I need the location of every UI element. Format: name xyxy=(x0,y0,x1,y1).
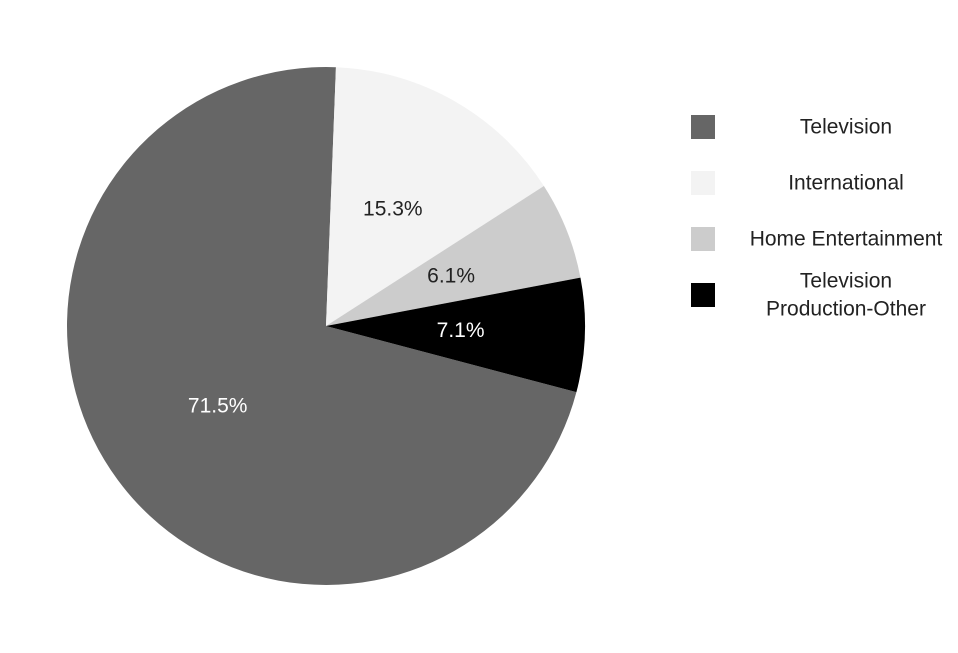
legend-swatch-television xyxy=(691,115,715,139)
pie-slice-home-entertainment xyxy=(326,186,581,326)
data-label-television-production-other: 7.1% xyxy=(437,319,485,342)
pie-slice-international xyxy=(326,67,544,326)
pie-slice-labels: 71.5% 15.3% 6.1% 7.1% xyxy=(188,198,485,418)
data-label-home-entertainment: 6.1% xyxy=(427,265,475,288)
legend-label-international: International xyxy=(788,172,904,195)
legend: Television International Home Entertainmen… xyxy=(691,115,942,321)
legend-swatch-international xyxy=(691,171,715,195)
legend-label-television-production-other-line-1: Television xyxy=(800,270,892,293)
pie-slice-television-production-other xyxy=(326,277,586,393)
data-label-international: 15.3% xyxy=(363,198,423,221)
data-label-television: 71.5% xyxy=(188,395,248,418)
legend-label-television: Television xyxy=(800,116,892,139)
legend-swatch-television-production-other xyxy=(691,283,715,307)
legend-label-television-production-other-line-2: Production-Other xyxy=(766,298,926,321)
legend-swatch-home-entertainment xyxy=(691,227,715,251)
legend-label-home-entertainment: Home Entertainment xyxy=(750,228,943,251)
pie-slice-television xyxy=(67,66,577,585)
pie-slices xyxy=(67,66,586,585)
